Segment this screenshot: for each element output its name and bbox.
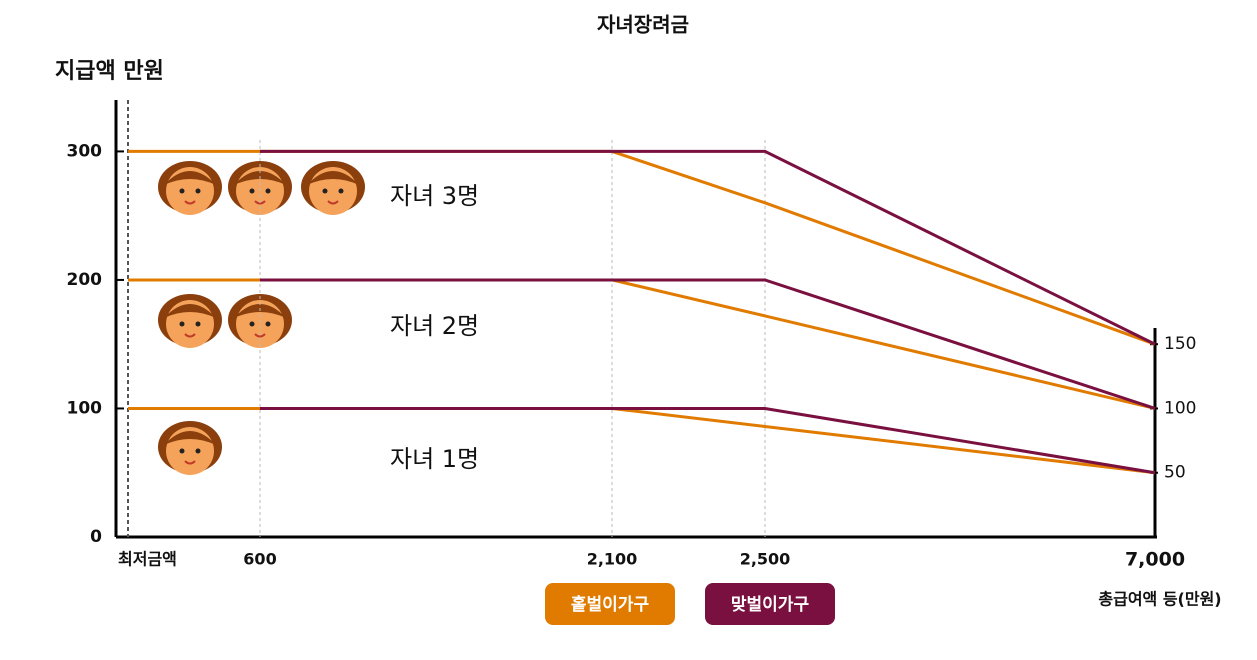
series-line	[260, 278, 1156, 410]
y2-tick-label: 150	[1164, 334, 1196, 354]
face-eye	[195, 321, 201, 327]
y2-tick-label: 100	[1164, 398, 1196, 418]
legend-box	[705, 583, 835, 625]
annotation: 자녀 3명	[390, 182, 479, 210]
face-bangs	[164, 171, 216, 185]
x-tick-label: 7,000	[1125, 549, 1185, 571]
y2-tick-label: 50	[1164, 463, 1186, 483]
face-eye	[338, 188, 344, 194]
face-eye	[322, 188, 328, 194]
faces	[158, 161, 365, 475]
legend-label: 맞벌이가구	[731, 595, 810, 615]
face-eye	[249, 188, 255, 194]
face-eye	[195, 188, 201, 194]
face-eye	[265, 188, 271, 194]
face-eye	[179, 448, 185, 454]
y-tick-label: 200	[67, 270, 103, 290]
face-mouth	[184, 460, 196, 465]
series-line	[260, 406, 1156, 475]
y-tick-label: 100	[67, 398, 103, 418]
annotation: 자녀 1명	[390, 445, 479, 473]
face-eye	[195, 448, 201, 454]
face-mouth	[184, 333, 196, 338]
chart-title: 자녀장려금	[597, 13, 689, 37]
face-eye	[179, 188, 185, 194]
legend-box	[545, 583, 675, 625]
face-mouth	[184, 200, 196, 205]
annotation: 자녀 2명	[390, 312, 479, 340]
face-bangs	[164, 304, 216, 318]
x-tick-label: 2,500	[740, 550, 791, 569]
x-tick-label: 2,100	[587, 550, 638, 569]
x-axis-label: 총급여액 등(만원)	[1098, 590, 1221, 609]
series-line	[260, 149, 1156, 346]
x-tick-label: 600	[243, 550, 276, 569]
legend-label: 홑벌이가구	[571, 594, 650, 615]
face-eye	[179, 321, 185, 327]
face-mouth	[254, 200, 266, 205]
face-mouth	[327, 200, 339, 205]
y-axis-label: 지급액 만원	[55, 59, 164, 84]
face-eye	[265, 321, 271, 327]
face-mouth	[254, 333, 266, 338]
y-tick-label: 300	[67, 141, 103, 161]
y-tick-label: 0	[90, 527, 102, 547]
face-bangs	[307, 171, 359, 185]
series-line	[128, 406, 1156, 475]
face-bangs	[164, 431, 216, 445]
series-line	[128, 278, 1156, 410]
x-tick-label: 최저금액	[118, 550, 177, 569]
face-eye	[249, 321, 255, 327]
